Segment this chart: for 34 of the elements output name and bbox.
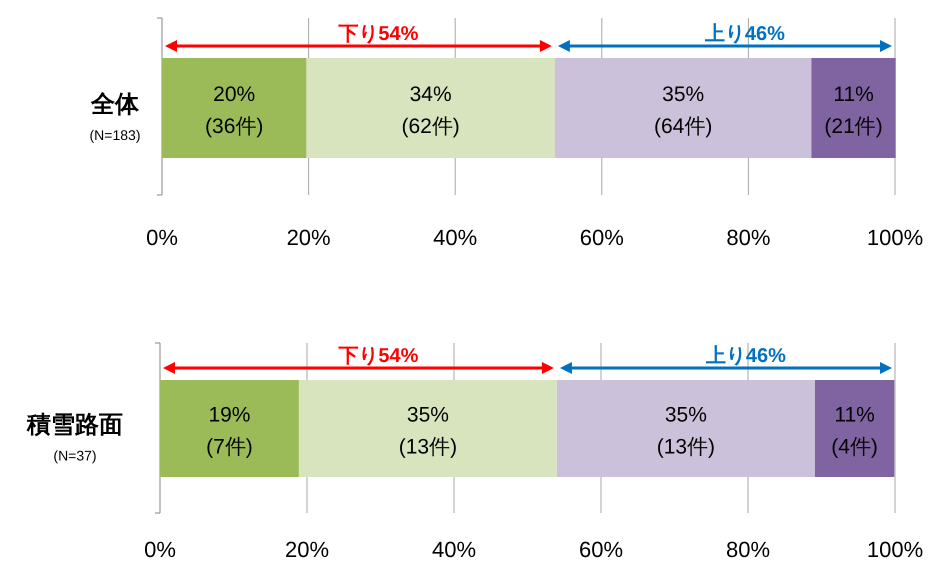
- x-tick-label: 60%: [580, 225, 624, 250]
- bar: [814, 380, 894, 477]
- x-tick-label: 20%: [286, 225, 331, 250]
- x-tick-label: 80%: [726, 225, 770, 250]
- x-tick-label: 40%: [433, 225, 478, 250]
- data-label: 34% (62件): [401, 83, 460, 138]
- x-tick-label: 20%: [284, 537, 330, 562]
- data-label: 35% (13件): [656, 404, 716, 458]
- x-tick-label: 40%: [432, 537, 476, 562]
- bar: [160, 380, 299, 477]
- bar: [162, 58, 306, 158]
- text: 下り54%: [337, 345, 419, 367]
- x-tick-label: 100%: [866, 225, 924, 250]
- text: 上り46%: [704, 345, 786, 367]
- data-label: 35% (13件): [398, 404, 458, 458]
- data-label: 19% (7件): [206, 404, 253, 458]
- bar: [306, 58, 555, 158]
- text: 上り46%: [704, 23, 786, 45]
- x-tick-label: 0%: [146, 225, 178, 250]
- data-label: 11% (21件): [824, 83, 883, 138]
- y-tick-label: 全体 (N=183): [90, 91, 140, 143]
- data-label: 35% (64件): [654, 83, 712, 138]
- bar: [556, 380, 815, 477]
- text: 下り54%: [337, 23, 419, 45]
- data-label: 11% (4件): [831, 404, 878, 458]
- bar: [554, 58, 812, 158]
- x-tick-label: 60%: [578, 537, 624, 562]
- data-label: 20% (36件): [205, 83, 264, 138]
- bar: [298, 380, 557, 477]
- bar: [811, 58, 896, 158]
- x-tick-label: 0%: [144, 537, 176, 562]
- x-tick-label: 80%: [726, 537, 770, 562]
- x-tick-label: 100%: [866, 537, 924, 562]
- y-tick-label: 積雪路面 (N=37): [26, 412, 123, 464]
